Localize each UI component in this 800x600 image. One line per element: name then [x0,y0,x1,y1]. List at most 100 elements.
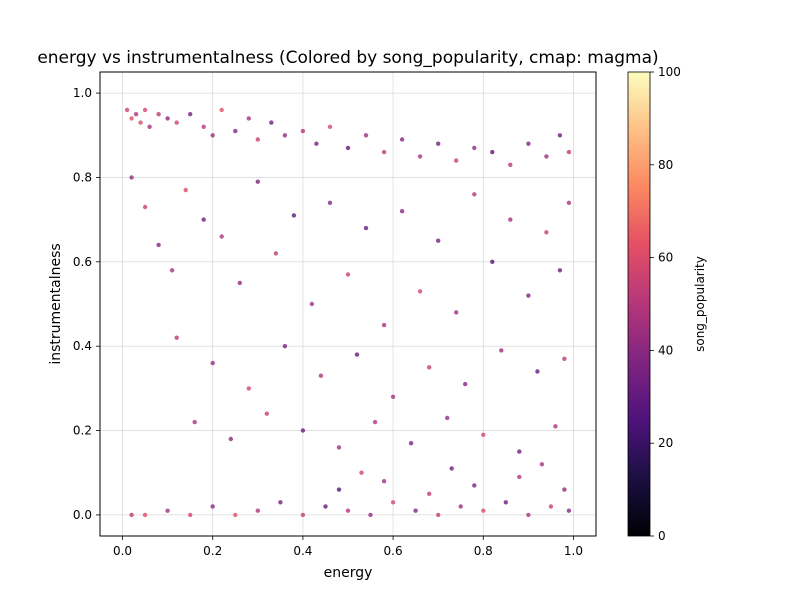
scatter-point [417,154,423,159]
colorbar-label: song_popularity [693,256,707,352]
scatter-point [417,289,423,294]
scatter-point [142,512,148,518]
scatter-point [508,217,513,222]
scatter-point [566,508,572,513]
scatter-point [327,124,333,129]
colorbar-tick-label: 20 [658,436,673,450]
y-tick-label: 0.4 [73,339,92,353]
x-tick-label: 0.4 [293,544,312,558]
colorbar-tick-label: 80 [658,158,673,172]
plot-frame [99,71,597,537]
scatter-point [291,213,297,218]
scatter-point [237,280,242,286]
scatter-point [363,225,369,231]
scatter-point [188,512,193,518]
x-tick-label: 1.0 [564,544,583,558]
scatter-point [133,112,139,117]
scatter-point [557,268,563,273]
scatter-point [390,394,396,399]
x-tick-label: 0.0 [113,544,132,558]
scatter-point [526,293,531,298]
scatter-point [336,487,342,492]
scatter-point [188,112,193,117]
scatter-point [192,419,197,425]
scatter-point [233,128,238,134]
scatter-point [201,124,206,129]
scatter-point [156,242,161,248]
scatter-point [269,120,274,125]
scatter-point [201,217,206,222]
scatter-point [142,204,148,210]
scatter-point [517,449,522,454]
scatter-point [323,504,328,509]
scatter-point [413,508,418,513]
scatter-point [399,209,405,214]
scatter-point [544,154,549,159]
x-tick-label: 0.8 [474,544,493,558]
scatter-point [282,344,288,349]
scatter-point [165,508,170,513]
scatter-point [408,441,414,446]
y-axis-label: instrumentalness [48,243,64,364]
scatter-point [363,133,369,138]
scatter-point [318,373,324,378]
scatter-point [454,158,459,163]
y-axis-ticks: 0.0 0.2 0.4 0.6 0.8 1.0 [73,86,100,522]
scatter-point [129,175,134,180]
scatter-point [427,491,432,496]
y-tick-label: 0.2 [73,424,92,438]
scatter-point [282,133,288,138]
gridlines [100,72,596,536]
colorbar-tick-label: 100 [658,65,681,79]
scatter-point [499,348,504,353]
scatter-point [156,112,161,117]
scatter-point [147,124,152,129]
scatter-point [472,145,477,151]
x-axis-label: energy [324,565,373,581]
scatter-point [490,149,495,155]
scatter-point [138,120,143,125]
scatter-point [183,187,188,193]
scatter-point [566,149,572,155]
scatter-point [345,508,351,513]
scatter-point [124,107,130,113]
y-tick-label: 0.6 [73,255,92,269]
scatter-points [124,107,572,518]
scatter-point [309,301,315,307]
colorbar-ticks: 0 20 40 60 80 100 [650,65,681,543]
scatter-point [210,360,215,366]
scatter-point [169,268,175,273]
scatter-point [508,162,513,167]
scatter-point [255,508,260,513]
scatter-point [233,512,238,518]
scatter-point [472,192,477,197]
scatter-point [436,512,441,518]
scatter-point [566,200,572,205]
scatter-point [246,116,251,121]
y-tick-label: 1.0 [73,86,92,100]
scatter-point [300,128,306,134]
scatter-point [174,335,179,340]
scatter-point [427,365,432,370]
scatter-point [562,487,567,492]
colorbar-tick-label: 60 [658,251,673,265]
scatter-point [255,179,260,184]
scatter-point [354,352,360,357]
scatter-point [255,137,260,142]
scatter-point [553,424,558,429]
scatter-point [300,512,306,518]
x-tick-label: 0.2 [203,544,222,558]
scatter-point [210,133,215,138]
scatter-point [359,470,364,475]
scatter-point [390,500,396,505]
scatter-point [544,230,549,235]
scatter-point [372,419,378,425]
scatter-point [273,251,279,256]
scatter-point [458,504,463,509]
scatter-point [449,466,454,471]
scatter-point [246,386,251,391]
scatter-point [129,512,134,518]
x-axis-ticks: 0.0 0.2 0.4 0.6 0.8 1.0 [113,536,583,558]
scatter-point [454,310,459,315]
